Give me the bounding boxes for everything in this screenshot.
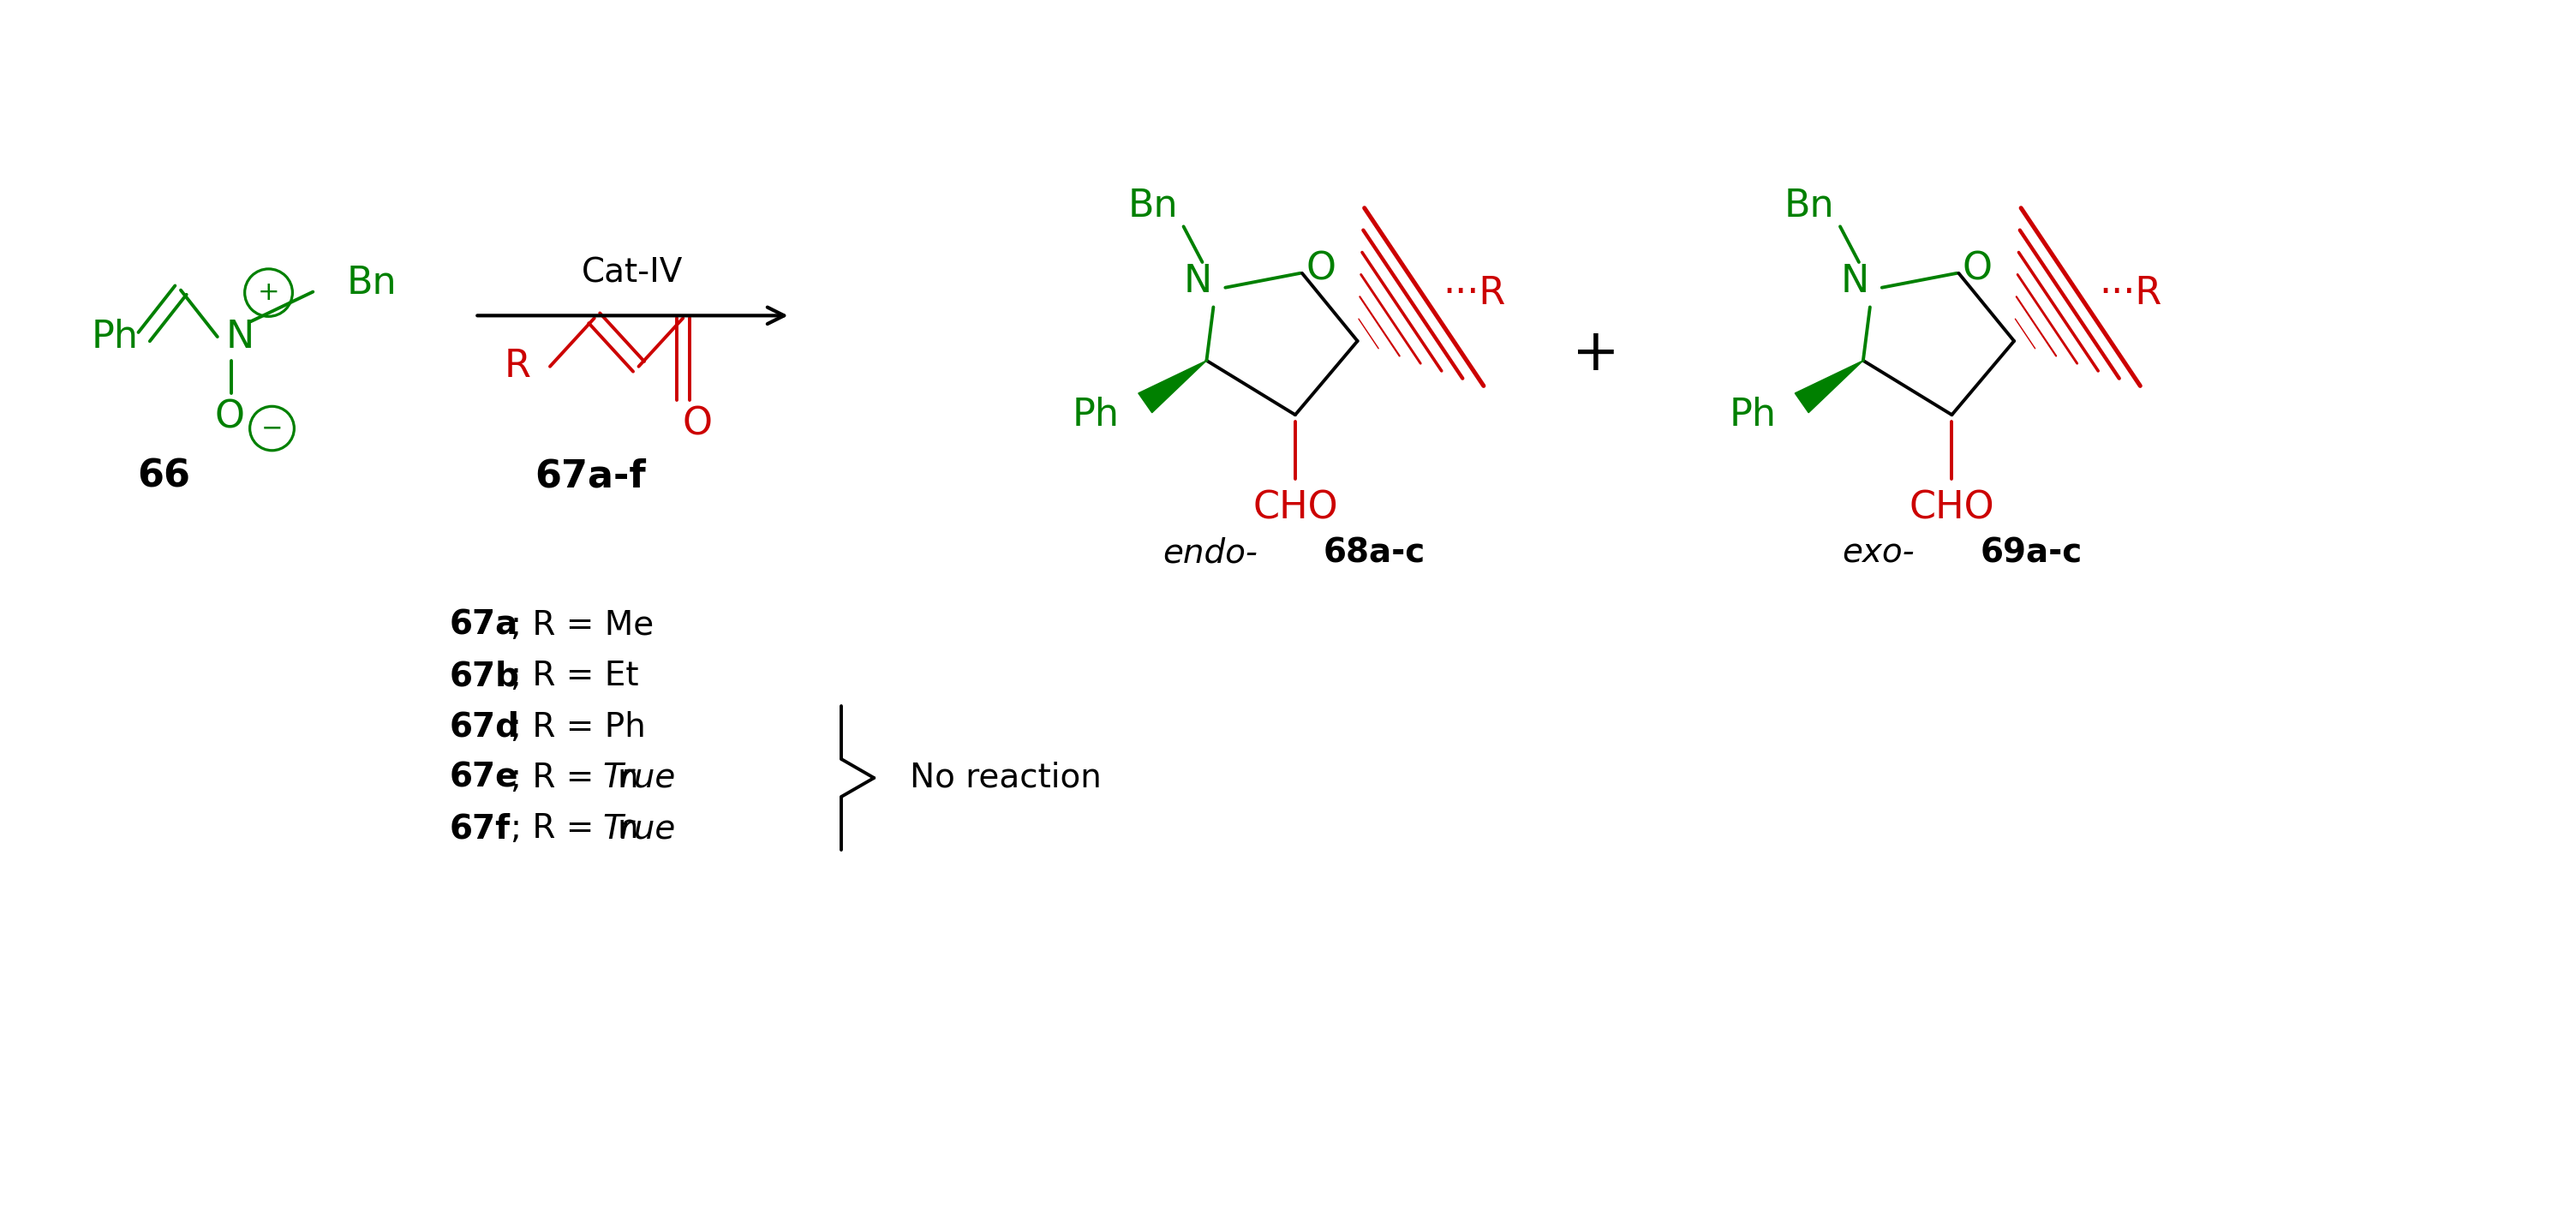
Text: O: O (1306, 250, 1337, 288)
Text: −: − (260, 416, 283, 441)
Text: n: n (618, 761, 639, 794)
Text: Ph: Ph (1728, 396, 1777, 434)
Text: 67e: 67e (448, 761, 518, 794)
Text: Bn: Bn (1785, 187, 1834, 225)
Text: 67a: 67a (448, 609, 518, 641)
Text: No reaction: No reaction (909, 761, 1103, 794)
Text: +: + (1571, 325, 1620, 382)
Text: CHO: CHO (1909, 489, 1994, 527)
Text: 69a-c: 69a-c (1981, 536, 2081, 569)
Polygon shape (1795, 360, 1862, 413)
Text: Cat-IV: Cat-IV (582, 257, 683, 290)
Text: n: n (618, 813, 639, 846)
Text: ; R = Me: ; R = Me (510, 609, 654, 641)
Text: 67a-f: 67a-f (533, 458, 647, 495)
Text: O: O (214, 399, 245, 436)
Text: O: O (1963, 250, 1991, 288)
Text: endo-: endo- (1162, 536, 1257, 569)
Text: Ph: Ph (1072, 396, 1121, 434)
Text: N: N (1839, 263, 1868, 300)
Text: True: True (603, 761, 675, 794)
Text: O: O (683, 406, 714, 442)
Text: ; R = Ph: ; R = Ph (510, 710, 647, 743)
Text: 68a-c: 68a-c (1324, 536, 1425, 569)
Text: Bn: Bn (1128, 187, 1177, 225)
Text: 67d: 67d (448, 710, 520, 743)
Text: Bn: Bn (348, 265, 397, 302)
Text: R: R (505, 348, 531, 385)
Text: CHO: CHO (1252, 489, 1337, 527)
Text: ; R =: ; R = (510, 813, 605, 846)
Text: 66: 66 (137, 458, 191, 495)
Text: True: True (603, 813, 675, 846)
Text: N: N (1185, 263, 1213, 300)
Text: +: + (258, 280, 281, 306)
Text: ···R: ···R (2099, 275, 2161, 312)
Text: ; R =: ; R = (510, 761, 605, 794)
Polygon shape (1139, 360, 1206, 413)
Text: 67f: 67f (448, 813, 510, 846)
Text: 67b: 67b (448, 660, 520, 692)
Text: exo-: exo- (1842, 536, 1914, 569)
Text: N: N (227, 319, 255, 355)
Text: ···R: ···R (1443, 275, 1504, 312)
Text: Ph: Ph (90, 319, 139, 355)
Text: ; R = Et: ; R = Et (510, 660, 639, 692)
